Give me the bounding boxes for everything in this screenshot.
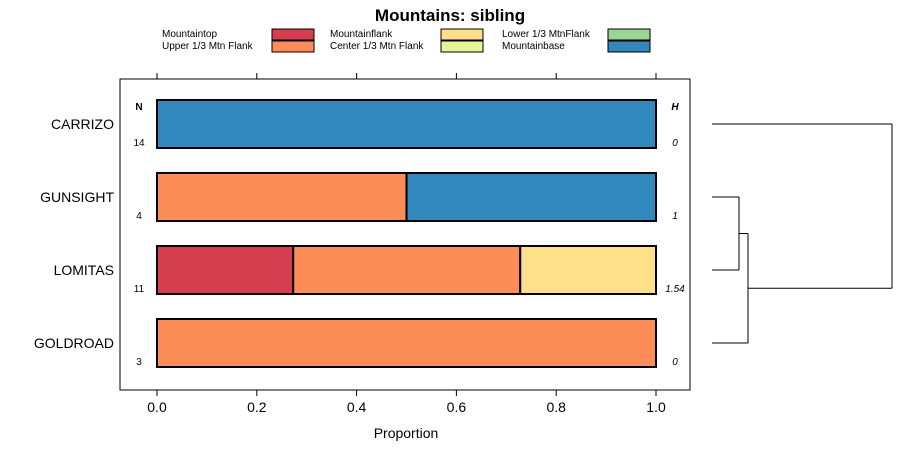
h-value-carrizo: 0 xyxy=(672,138,678,149)
legend-label-mountainflank: Mountainflank xyxy=(330,29,393,40)
legend-swatch-upper-1-3-mtn-flank xyxy=(271,40,315,53)
x-tick-label: 1.0 xyxy=(646,399,666,415)
legend-swatch-mountainbase xyxy=(607,40,651,53)
h-value-goldroad: 0 xyxy=(672,357,678,368)
legend-swatch-lower-1-3-mtnflank xyxy=(607,28,651,41)
bar-segment-lomitas-mountainflank xyxy=(519,245,657,295)
dendrogram xyxy=(712,123,893,344)
h-header: H xyxy=(671,102,679,113)
bar-segment-gunsight-mountainbase xyxy=(405,172,657,222)
h-value-lomitas: 1.54 xyxy=(665,284,685,295)
x-tick-label: 0.0 xyxy=(147,399,167,415)
n-labels: N 14 4 11 3 xyxy=(133,102,145,368)
legend-label-mountaintop: Mountaintop xyxy=(162,29,217,40)
legend-swatch-center-1-3-mtn-flank xyxy=(440,40,484,53)
x-tick-label: 0.8 xyxy=(546,399,566,415)
category-label-carrizo: CARRIZO xyxy=(51,116,114,132)
legend-label-mountainbase: Mountainbase xyxy=(502,41,565,52)
bar-segment-lomitas-mountaintop xyxy=(156,245,295,295)
category-label-goldroad: GOLDROAD xyxy=(34,335,114,351)
chart-title: Mountains: sibling xyxy=(375,6,525,25)
bar-segment-gunsight-upper-1-3-mtn-flank xyxy=(156,172,408,222)
category-labels: CARRIZO GUNSIGHT LOMITAS GOLDROAD xyxy=(34,116,115,351)
x-axis-title: Proportion xyxy=(374,425,439,441)
bar-segment-lomitas-upper-1-3-mtn-flank xyxy=(292,245,522,295)
legend-label-center-1-3-mtn-flank: Center 1/3 Mtn Flank xyxy=(330,41,424,52)
bar-segment-goldroad-upper-1-3-mtn-flank xyxy=(156,318,657,368)
n-value-lomitas: 11 xyxy=(134,284,145,295)
legend-label-lower-1-3-mtnflank: Lower 1/3 MtnFlank xyxy=(502,29,591,40)
h-labels: H 0 1 1.54 0 xyxy=(665,102,685,368)
x-tick-label: 0.4 xyxy=(347,399,367,415)
bars xyxy=(156,99,657,368)
n-header: N xyxy=(135,102,142,113)
n-value-goldroad: 3 xyxy=(136,357,142,368)
x-tick-label: 0.2 xyxy=(247,399,267,415)
plot-frame xyxy=(119,78,691,391)
legend-swatch-mountaintop xyxy=(271,28,315,41)
category-label-gunsight: GUNSIGHT xyxy=(40,189,114,205)
x-axis: 0.0 0.2 0.4 0.6 0.8 1.0 xyxy=(147,73,666,415)
legend-swatch-mountainflank xyxy=(440,28,484,41)
x-tick-label: 0.6 xyxy=(447,399,467,415)
category-label-lomitas: LOMITAS xyxy=(54,262,114,278)
legend-label-upper-1-3-mtn-flank: Upper 1/3 Mtn Flank xyxy=(162,41,254,52)
bar-segment-carrizo-mountainbase xyxy=(156,99,657,149)
h-value-gunsight: 1 xyxy=(672,211,678,222)
n-value-carrizo: 14 xyxy=(133,138,145,149)
n-value-gunsight: 4 xyxy=(136,211,142,222)
